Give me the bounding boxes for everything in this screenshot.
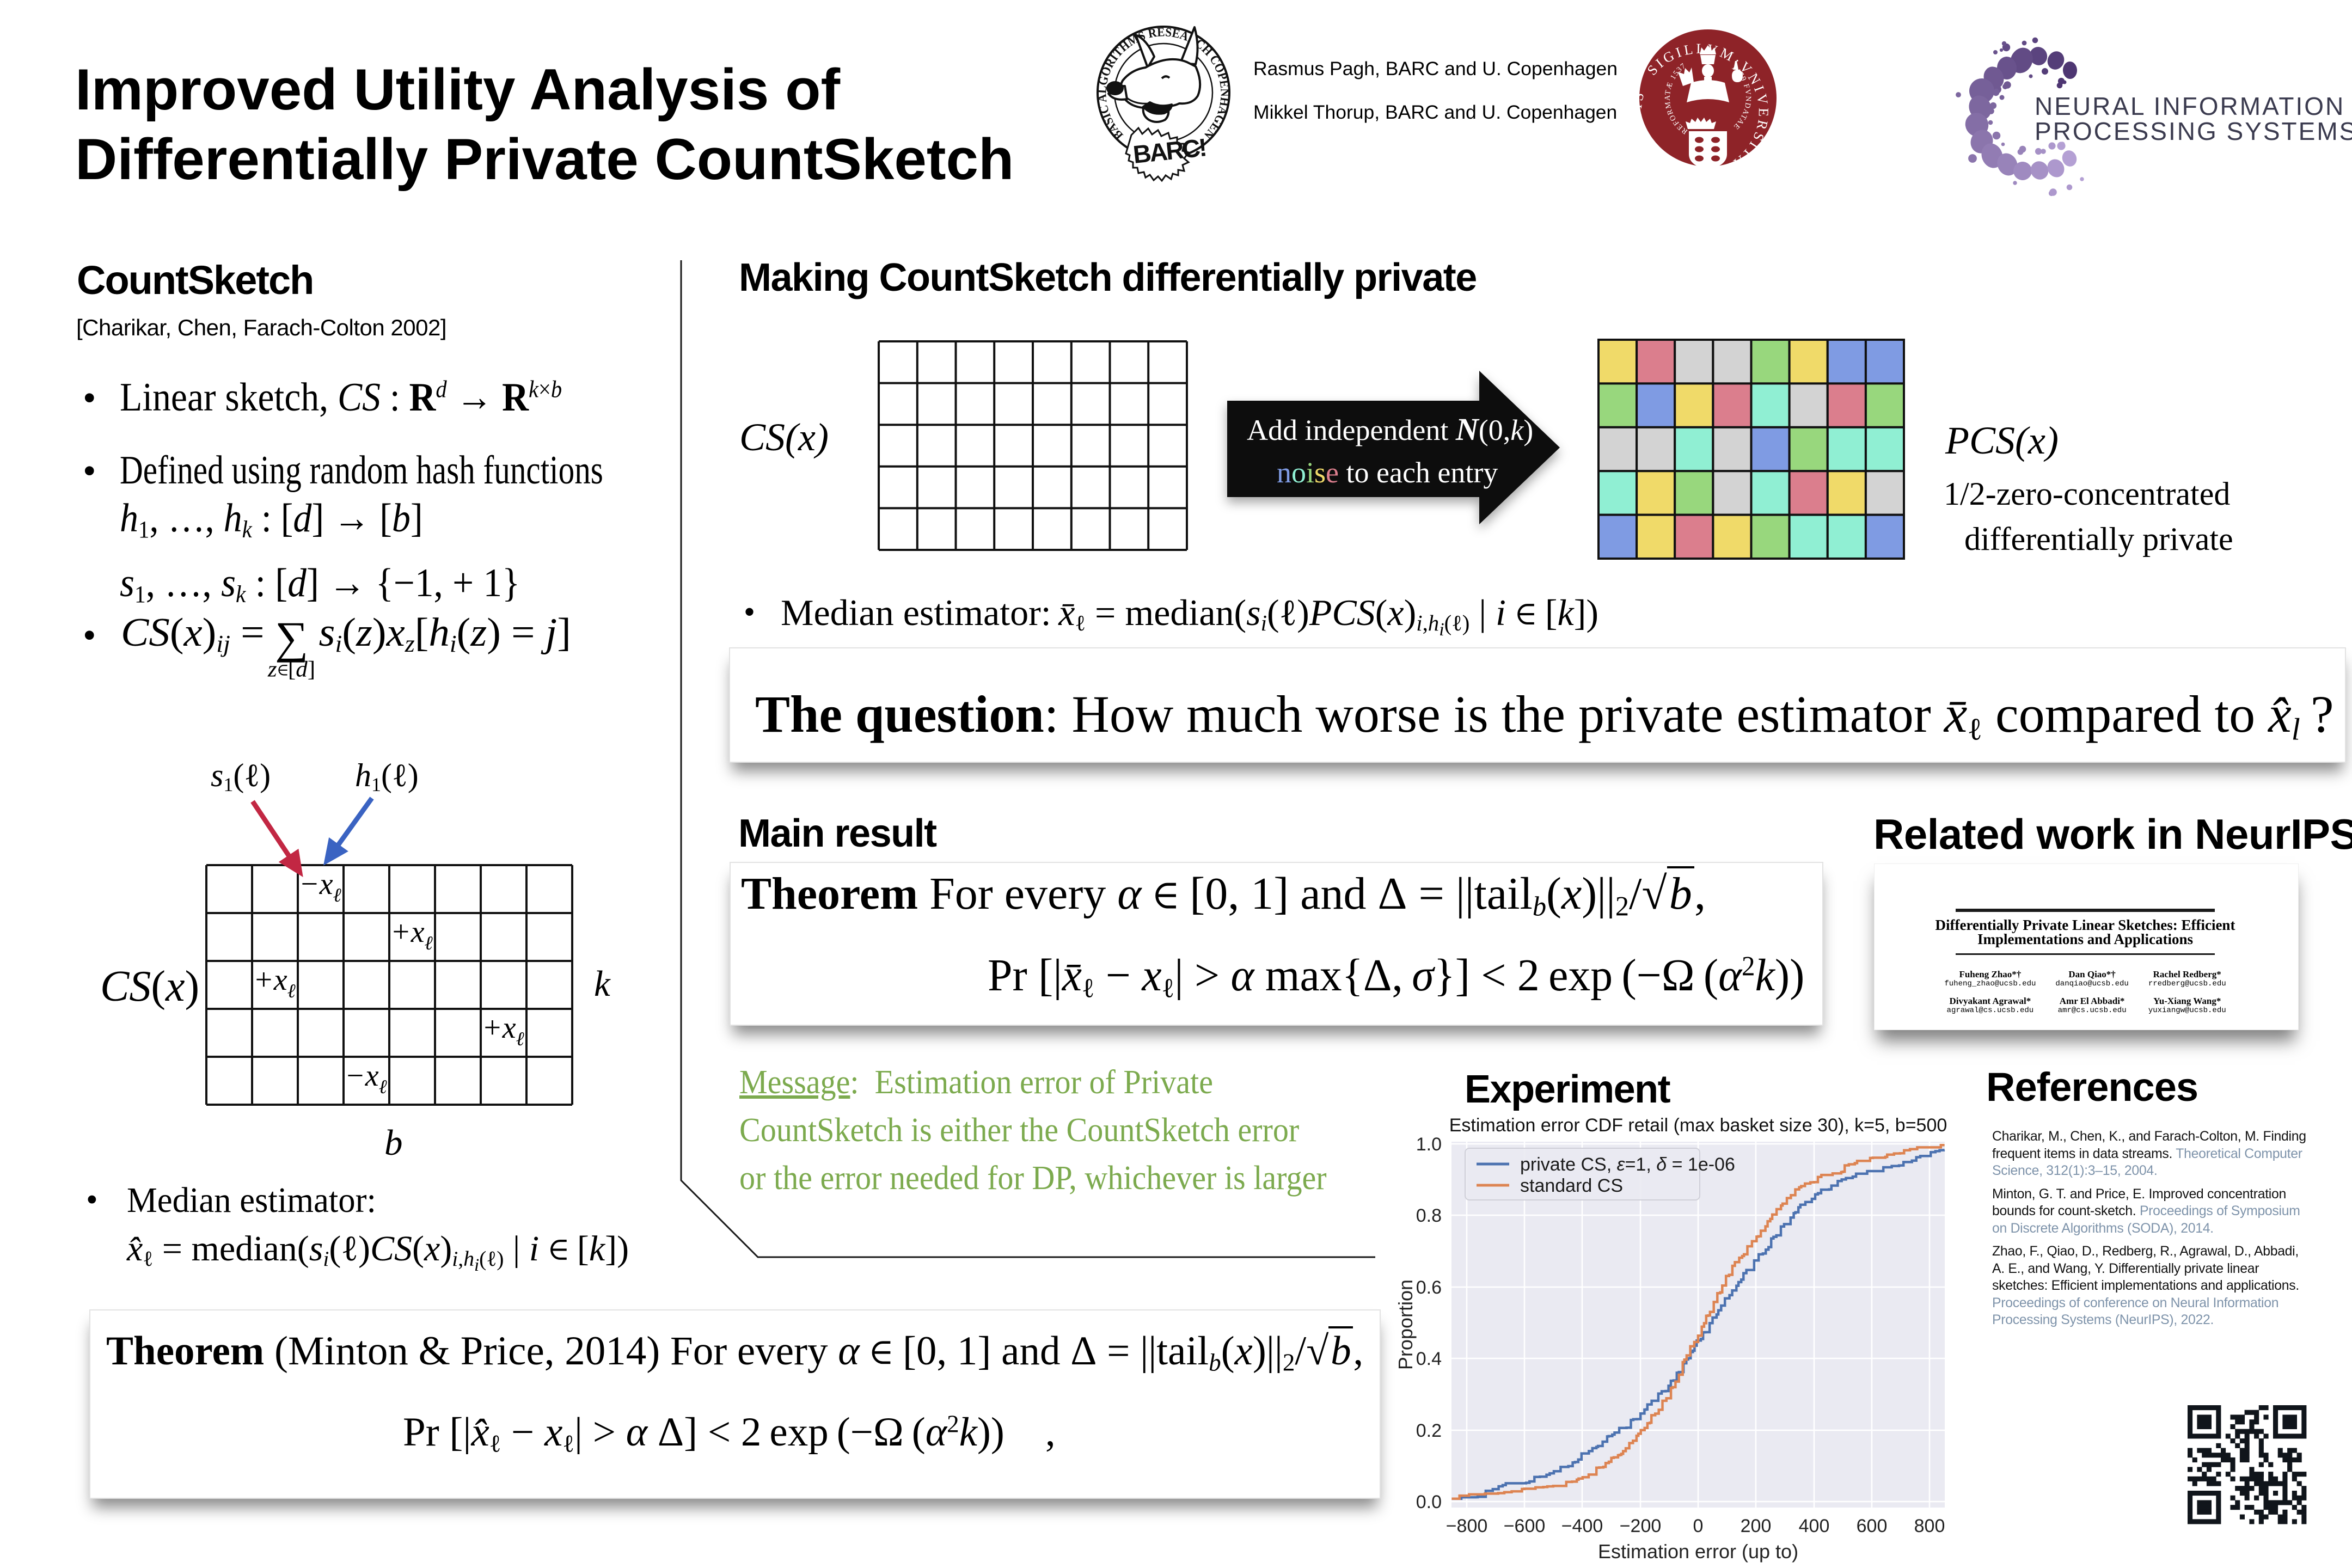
svg-text:0.0: 0.0 xyxy=(1416,1492,1442,1512)
svg-text:−xℓ: −xℓ xyxy=(299,867,341,906)
svg-text:Add independent N(0,k): Add independent N(0,k) xyxy=(1247,412,1533,447)
svg-text:800: 800 xyxy=(1914,1516,1945,1536)
svg-text:BASIC ALGORITHMS RESEARCH COPE: BASIC ALGORITHMS RESEARCH COPENHAGEN xyxy=(1095,25,1232,143)
svg-text:0.4: 0.4 xyxy=(1416,1349,1442,1369)
svg-text:BARC!: BARC! xyxy=(1132,133,1207,169)
svg-text:0.2: 0.2 xyxy=(1416,1420,1442,1441)
svg-text:−400: −400 xyxy=(1561,1516,1603,1536)
svg-text:400: 400 xyxy=(1799,1516,1830,1536)
svg-text:0: 0 xyxy=(1693,1516,1704,1536)
svg-text:−600: −600 xyxy=(1504,1516,1546,1536)
svg-text:REFORMATÆ 1537: REFORMATÆ 1537 xyxy=(1664,62,1689,136)
svg-text:PROCESSING SYSTEMS: PROCESSING SYSTEMS xyxy=(2035,117,2352,145)
svg-text:1479 FVNDATAE: 1479 FVNDATAE xyxy=(1730,63,1752,131)
svg-text:private CS, ε=1, δ = 1e-06: private CS, ε=1, δ = 1e-06 xyxy=(1520,1154,1735,1175)
svg-text:+xℓ: +xℓ xyxy=(253,963,296,1002)
svg-text:Estimation error (up to): Estimation error (up to) xyxy=(1598,1540,1798,1563)
svg-text:noise to each entry: noise to each entry xyxy=(1277,456,1498,489)
svg-text:+xℓ: +xℓ xyxy=(482,1011,524,1050)
svg-text:−xℓ: −xℓ xyxy=(345,1059,387,1098)
svg-text:+xℓ: +xℓ xyxy=(390,915,433,954)
svg-text:SIGILLVM·VNIVERSITATIS·HAFNIEN: SIGILLVM·VNIVERSITATIS·HAFNIENSIS xyxy=(1628,41,1771,183)
svg-text:0.6: 0.6 xyxy=(1416,1277,1442,1298)
svg-text:0.8: 0.8 xyxy=(1416,1205,1442,1226)
svg-text:−800: −800 xyxy=(1446,1516,1488,1536)
svg-text:Proportion: Proportion xyxy=(1394,1279,1417,1370)
svg-text:200: 200 xyxy=(1741,1516,1772,1536)
svg-text:600: 600 xyxy=(1857,1516,1888,1536)
svg-text:1.0: 1.0 xyxy=(1416,1134,1442,1155)
svg-text:Estimation error CDF retail (m: Estimation error CDF retail (max basket … xyxy=(1449,1115,1947,1136)
svg-text:−200: −200 xyxy=(1620,1516,1662,1536)
svg-text:NEURAL INFORMATION: NEURAL INFORMATION xyxy=(2035,92,2345,120)
svg-text:standard CS: standard CS xyxy=(1520,1175,1623,1196)
